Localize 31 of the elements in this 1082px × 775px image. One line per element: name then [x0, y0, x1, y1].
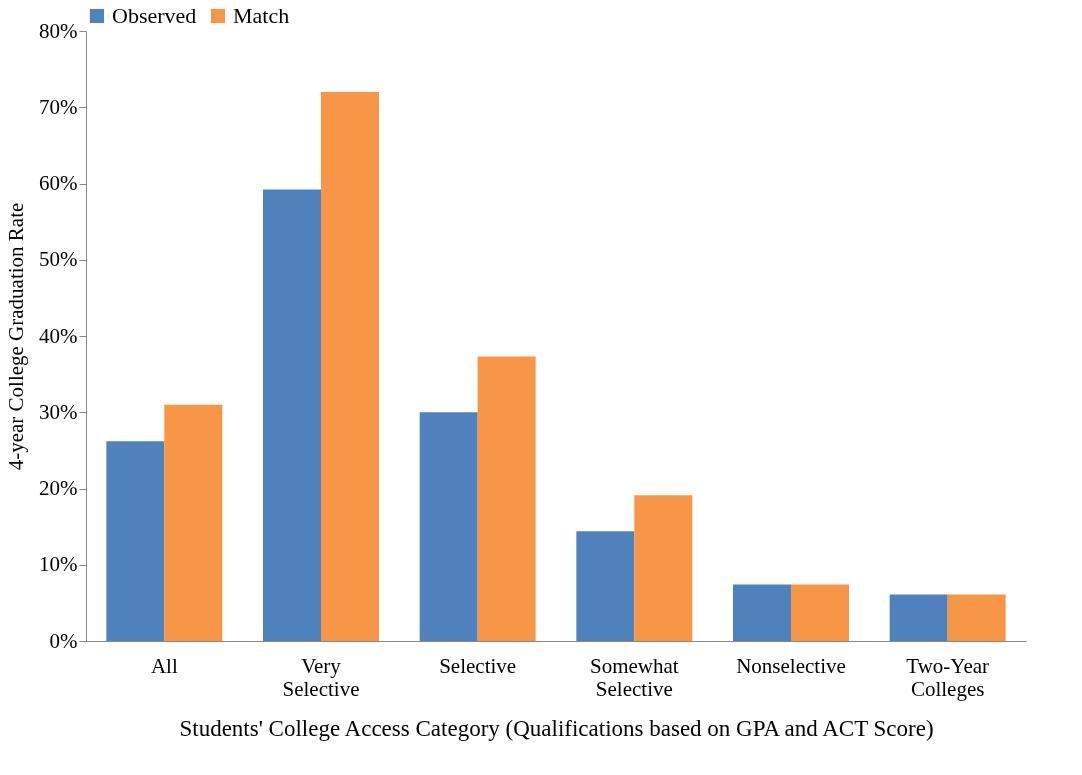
y-tick-label: 80% [39, 18, 78, 43]
x-tick-label: Nonselective [736, 653, 846, 678]
bar [947, 594, 1006, 641]
legend-label: Observed [112, 3, 197, 28]
bar [263, 189, 322, 641]
bar [790, 584, 849, 641]
bar [477, 356, 536, 641]
x-tick-label: Selective [439, 653, 517, 678]
x-tick-label: Somewhat Selective [590, 653, 679, 701]
bar [634, 495, 693, 641]
y-tick-label: 50% [39, 247, 78, 272]
bar [419, 412, 478, 641]
y-tick-label: 40% [39, 323, 78, 348]
x-tick-label: All [150, 653, 178, 678]
legend-label: Match [233, 3, 290, 28]
x-tick-label: Very Selective [282, 653, 360, 701]
bar [320, 92, 379, 641]
bar [576, 531, 635, 641]
bar [733, 584, 792, 641]
y-tick-label: 30% [39, 399, 78, 424]
x-axis-title: Students' College Access Category (Qualifications based on GPA and ACT Score) [179, 715, 934, 741]
y-tick-label: 0% [49, 628, 78, 653]
bar [889, 594, 948, 641]
y-tick-label: 60% [39, 171, 78, 195]
y-tick-label: 10% [39, 552, 78, 577]
x-tick-label: Two-Year Colleges [906, 653, 990, 701]
y-tick-label: 70% [39, 94, 78, 119]
bar [106, 441, 165, 641]
y-tick-label: 20% [39, 476, 78, 500]
bar [164, 404, 223, 641]
y-axis-title: 4-year College Graduation Rate [4, 202, 29, 471]
